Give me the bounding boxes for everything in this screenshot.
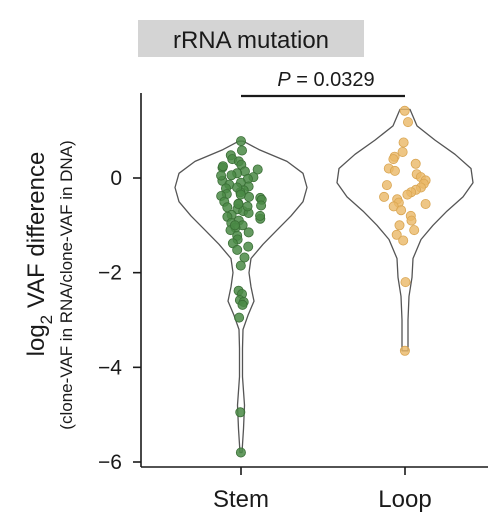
data-point-stem xyxy=(235,189,246,200)
data-point-stem xyxy=(237,299,248,310)
data-point-stem xyxy=(255,210,266,221)
data-point-loop xyxy=(409,225,420,236)
data-point-stem xyxy=(234,312,245,323)
data-point-loop xyxy=(389,165,400,176)
data-point-stem xyxy=(243,227,254,238)
y-tick-label: −4 xyxy=(98,356,122,379)
p-value-annotation: P = 0.0329 xyxy=(241,69,405,98)
x-ticks: Stem Loop xyxy=(213,467,432,513)
y-axis-label-main: log2 VAF difference xyxy=(23,152,56,357)
data-point-stem xyxy=(243,241,254,252)
data-point-stem xyxy=(235,136,246,147)
y-tick-label: −6 xyxy=(98,451,122,474)
data-point-stem xyxy=(256,200,267,211)
chart-title: rRNA mutation xyxy=(173,27,329,54)
data-point-loop xyxy=(391,229,402,240)
chart-title-background xyxy=(138,20,364,57)
data-point-loop xyxy=(398,235,409,246)
p-value-label: P = 0.0329 xyxy=(277,69,374,91)
data-point-loop xyxy=(402,117,413,128)
data-point-stem xyxy=(252,164,263,175)
data-point-stem xyxy=(235,407,246,418)
data-point-loop xyxy=(397,146,408,157)
x-tick-label-loop: Loop xyxy=(378,486,431,513)
data-point-stem xyxy=(236,145,247,156)
data-point-loop xyxy=(402,189,413,200)
data-points xyxy=(216,105,431,458)
data-point-loop xyxy=(400,277,411,288)
data-point-stem xyxy=(235,447,246,458)
y-tick-label: −2 xyxy=(98,262,122,285)
data-point-loop xyxy=(406,215,417,226)
data-point-stem xyxy=(216,170,227,181)
data-point-stem xyxy=(243,191,254,202)
data-point-stem xyxy=(226,170,237,181)
data-point-stem xyxy=(232,244,243,255)
data-point-loop xyxy=(388,154,399,165)
data-point-stem xyxy=(229,220,240,231)
data-point-stem xyxy=(242,201,253,212)
y-axis-label-sub: (clone-VAF in RNA/clone-VAF in DNA) xyxy=(57,140,76,429)
data-point-stem xyxy=(239,252,250,263)
y-axis-label: log2 VAF difference (clone-VAF in RNA/cl… xyxy=(23,140,76,429)
data-point-stem xyxy=(233,198,244,209)
data-point-loop xyxy=(381,180,392,191)
data-point-loop xyxy=(410,158,421,169)
data-point-loop xyxy=(398,137,409,148)
violins xyxy=(174,108,474,454)
data-point-loop xyxy=(379,191,390,202)
data-point-loop xyxy=(396,205,407,216)
data-point-loop xyxy=(420,198,431,209)
data-point-loop xyxy=(399,105,410,116)
y-tick-label: 0 xyxy=(110,167,122,190)
data-point-loop xyxy=(394,220,405,231)
data-point-stem xyxy=(217,161,228,172)
y-ticks: 0 −2 −4 −6 xyxy=(98,167,141,474)
data-point-loop xyxy=(399,345,410,356)
data-point-stem xyxy=(235,260,246,271)
x-tick-label-stem: Stem xyxy=(213,486,269,513)
